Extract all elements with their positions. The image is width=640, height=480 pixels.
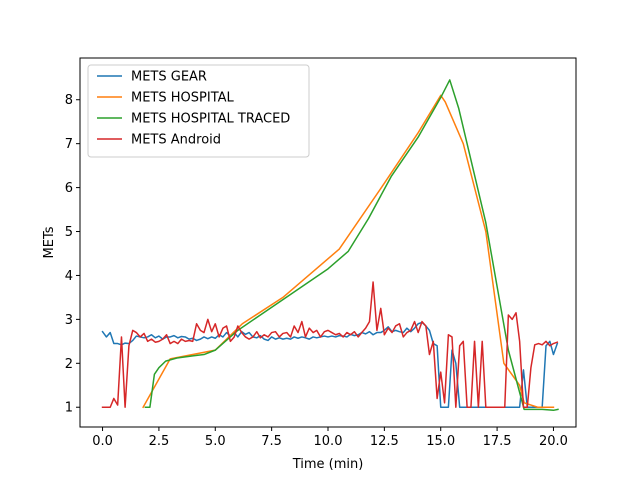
- x-tick-label: 15.0: [426, 434, 455, 449]
- y-axis-label: METs: [42, 226, 57, 258]
- series-line-1: [142, 94, 555, 409]
- legend-label-2: METS HOSPITAL TRACED: [131, 112, 290, 127]
- y-axis: 1 2 3 4 5 6 7 8: [65, 93, 80, 416]
- y-tick-label: 4: [65, 269, 73, 284]
- x-tick-label: 17.5: [483, 434, 512, 449]
- x-tick-label: 2.5: [149, 434, 170, 449]
- x-tick-label: 7.5: [261, 434, 282, 449]
- y-tick-label: 2: [65, 357, 73, 372]
- y-tick-label: 3: [65, 313, 73, 328]
- legend-label-3: METS Android: [131, 133, 221, 148]
- legend-label-0: METS GEAR: [131, 70, 207, 85]
- y-tick-label: 5: [65, 225, 73, 240]
- legend-label-1: METS HOSPITAL: [131, 91, 235, 106]
- series-line-3: [101, 281, 559, 408]
- x-axis-label: Time (min): [292, 457, 364, 472]
- y-tick-label: 6: [65, 181, 73, 196]
- x-tick-label: 10.0: [314, 434, 343, 449]
- series-line-0: [101, 321, 559, 408]
- x-tick-label: 12.5: [370, 434, 399, 449]
- x-tick-label: 0.0: [92, 434, 113, 449]
- legend-box: [87, 64, 310, 158]
- x-tick-label: 5.0: [205, 434, 226, 449]
- x-axis: 0.0 2.5 5.0 7.5 10.0 12.5 15.0 17.5 20.0: [92, 427, 568, 449]
- y-tick-label: 8: [65, 93, 73, 108]
- series-line-2: [144, 79, 559, 412]
- legend: METS GEAR METS HOSPITAL METS HOSPITAL TRAC…: [87, 64, 310, 158]
- series-layer: [101, 79, 559, 412]
- y-tick-label: 1: [65, 401, 73, 416]
- x-tick-label: 20.0: [539, 434, 568, 449]
- y-tick-label: 7: [65, 137, 73, 152]
